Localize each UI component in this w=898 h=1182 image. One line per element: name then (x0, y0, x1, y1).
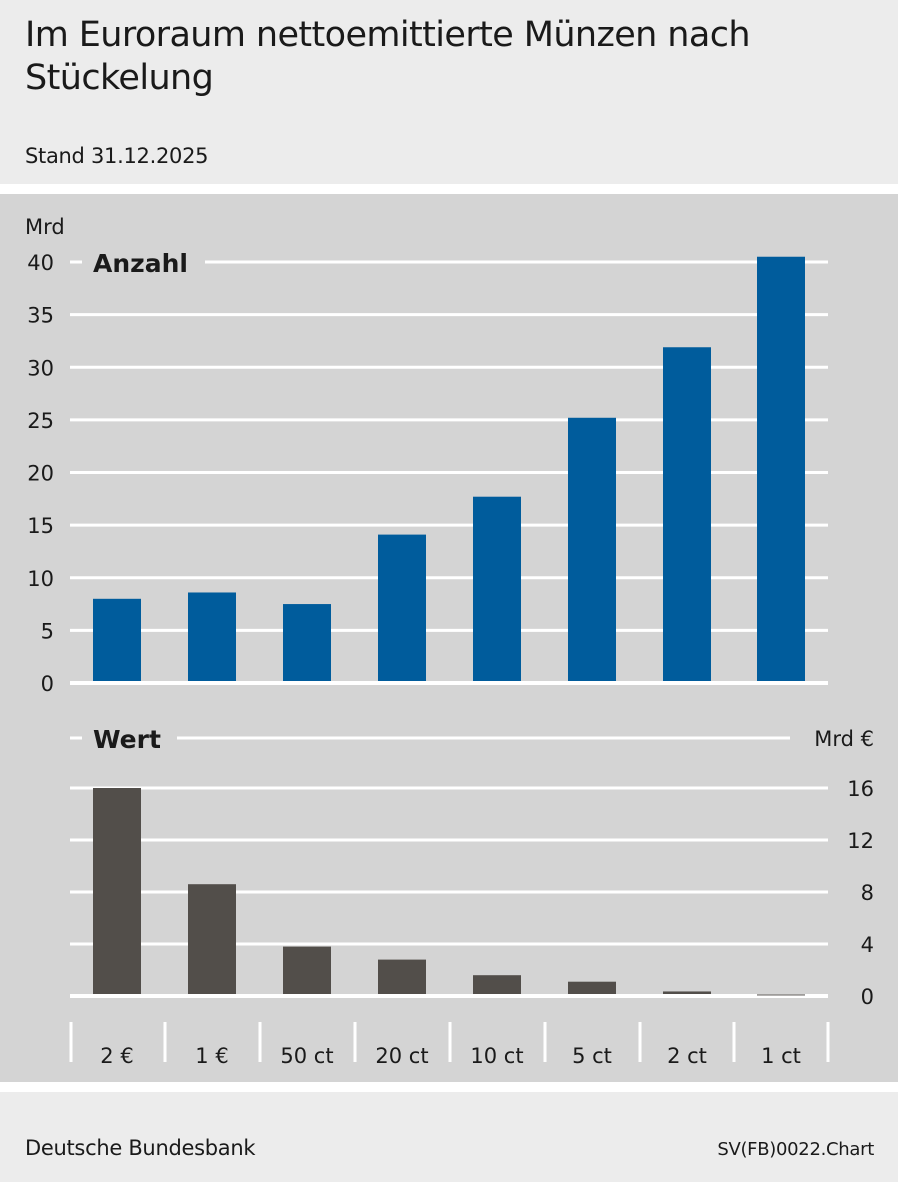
anzahl-bar (283, 604, 331, 681)
anzahl-y-tick-label: 5 (41, 619, 54, 643)
anzahl-y-tick-label: 40 (27, 251, 54, 275)
wert-y-tick-label: 16 (847, 777, 874, 801)
wert-bar (663, 991, 711, 994)
chart-svg: 0 5 10 15 20 25 30 35 40 Mrd Anzahl Wert Mrd € 0 4 8 12 1… (25, 215, 874, 1068)
anzahl-y-tick-label: 20 (27, 462, 54, 486)
wert-bar (473, 975, 521, 994)
anzahl-bar (663, 347, 711, 681)
anzahl-bar (188, 592, 236, 681)
anzahl-y-tick-label: 15 (27, 514, 54, 538)
wert-bar (188, 884, 236, 994)
category-label: 1 € (195, 1044, 228, 1068)
chart-title: Im Euroraum nettoemittierte Münzen nach … (25, 15, 751, 98)
anzahl-bar (93, 598, 141, 681)
chart-footer (0, 1092, 898, 1182)
category-label: 2 € (100, 1044, 133, 1068)
category-label: 50 ct (280, 1044, 333, 1068)
anzahl-y-tick-label: 25 (27, 409, 54, 433)
footer-divider (0, 1082, 898, 1092)
header-divider (0, 184, 898, 194)
anzahl-y-tick-label: 30 (27, 356, 54, 380)
wert-panel-label: Wert (93, 725, 161, 754)
chart-area: 0 5 10 15 20 25 30 35 40 Mrd Anzahl Wert Mrd € 0 4 8 12 1… (0, 194, 898, 1082)
wert-bar (93, 788, 141, 994)
category-label: 1 ct (761, 1044, 801, 1068)
wert-y-tick-label: 0 (861, 985, 874, 1009)
chart-id-label: SV(FB)0022.Chart (717, 1139, 874, 1160)
wert-bar (757, 994, 805, 996)
anzahl-unit-label: Mrd (25, 215, 65, 239)
wert-y-tick-label: 4 (861, 933, 874, 957)
anzahl-bar (568, 417, 616, 681)
source-label: Deutsche Bundesbank (25, 1136, 256, 1160)
wert-unit-label: Mrd € (814, 727, 874, 751)
category-label: 5 ct (572, 1044, 612, 1068)
anzahl-bar (757, 256, 805, 681)
chart-header: Im Euroraum nettoemittierte Münzen nach … (0, 0, 898, 184)
category-label: 20 ct (375, 1044, 428, 1068)
anzahl-bar (378, 534, 426, 681)
wert-bar (568, 981, 616, 994)
wert-y-tick-label: 8 (861, 881, 874, 905)
anzahl-y-tick-label: 0 (41, 672, 54, 696)
chart-subtitle: Stand 31.12.2025 (25, 144, 209, 168)
anzahl-panel-label: Anzahl (93, 249, 188, 278)
wert-bar (283, 946, 331, 994)
anzahl-bar (473, 496, 521, 681)
category-label: 2 ct (667, 1044, 707, 1068)
anzahl-y-tick-label: 10 (27, 567, 54, 591)
wert-y-tick-label: 12 (847, 829, 874, 853)
category-label: 10 ct (470, 1044, 523, 1068)
wert-bar (378, 959, 426, 994)
anzahl-y-tick-label: 35 (27, 304, 54, 328)
